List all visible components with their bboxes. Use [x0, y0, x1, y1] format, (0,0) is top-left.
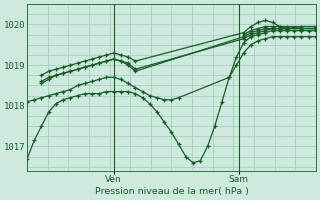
X-axis label: Pression niveau de la mer( hPa ): Pression niveau de la mer( hPa ): [94, 187, 248, 196]
